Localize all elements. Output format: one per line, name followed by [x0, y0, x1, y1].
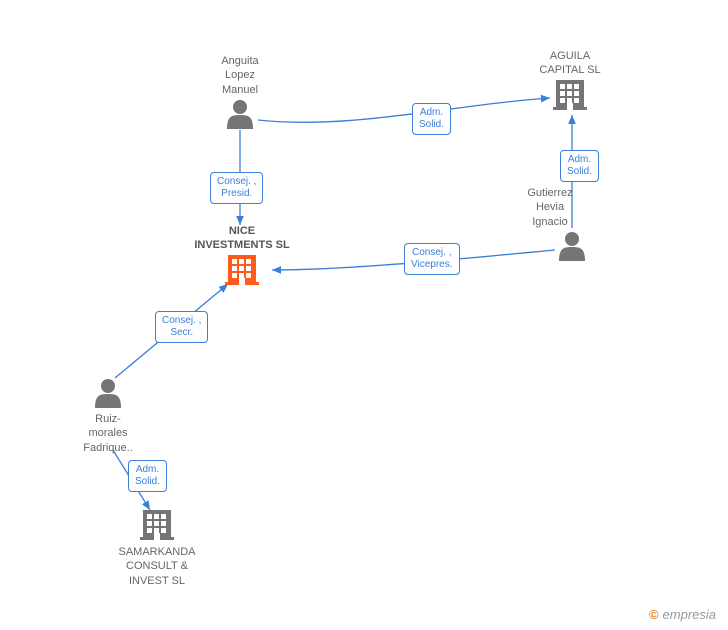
building-icon: [140, 510, 174, 540]
person-icon: [95, 379, 121, 408]
edge-label: Consej. , Vicepres.: [404, 243, 460, 275]
person-icon: [559, 232, 585, 261]
building-icon: [553, 80, 587, 110]
watermark-text: empresia: [663, 607, 716, 622]
edge: [258, 98, 550, 122]
edge-label: Adm. Solid.: [412, 103, 451, 135]
node-label: Gutierrez Hevia Ignacio: [500, 186, 600, 229]
edge-label: Adm. Solid.: [128, 460, 167, 492]
node-label: SAMARKANDA CONSULT & INVEST SL: [107, 545, 207, 588]
watermark: © empresia: [649, 607, 716, 622]
node-label: Ruiz- morales Fadrique..: [58, 412, 158, 455]
edge-label: Consej. , Presid.: [210, 172, 263, 204]
building-icon: [225, 255, 259, 285]
network-diagram: [0, 0, 728, 630]
edge-label: Consej. , Secr.: [155, 311, 208, 343]
node-label: AGUILA CAPITAL SL: [520, 49, 620, 78]
edge-label: Adm. Solid.: [560, 150, 599, 182]
node-label: NICE INVESTMENTS SL: [192, 224, 292, 253]
node-label: Anguita Lopez Manuel: [190, 54, 290, 97]
copyright-symbol: ©: [649, 607, 659, 622]
person-icon: [227, 100, 253, 129]
